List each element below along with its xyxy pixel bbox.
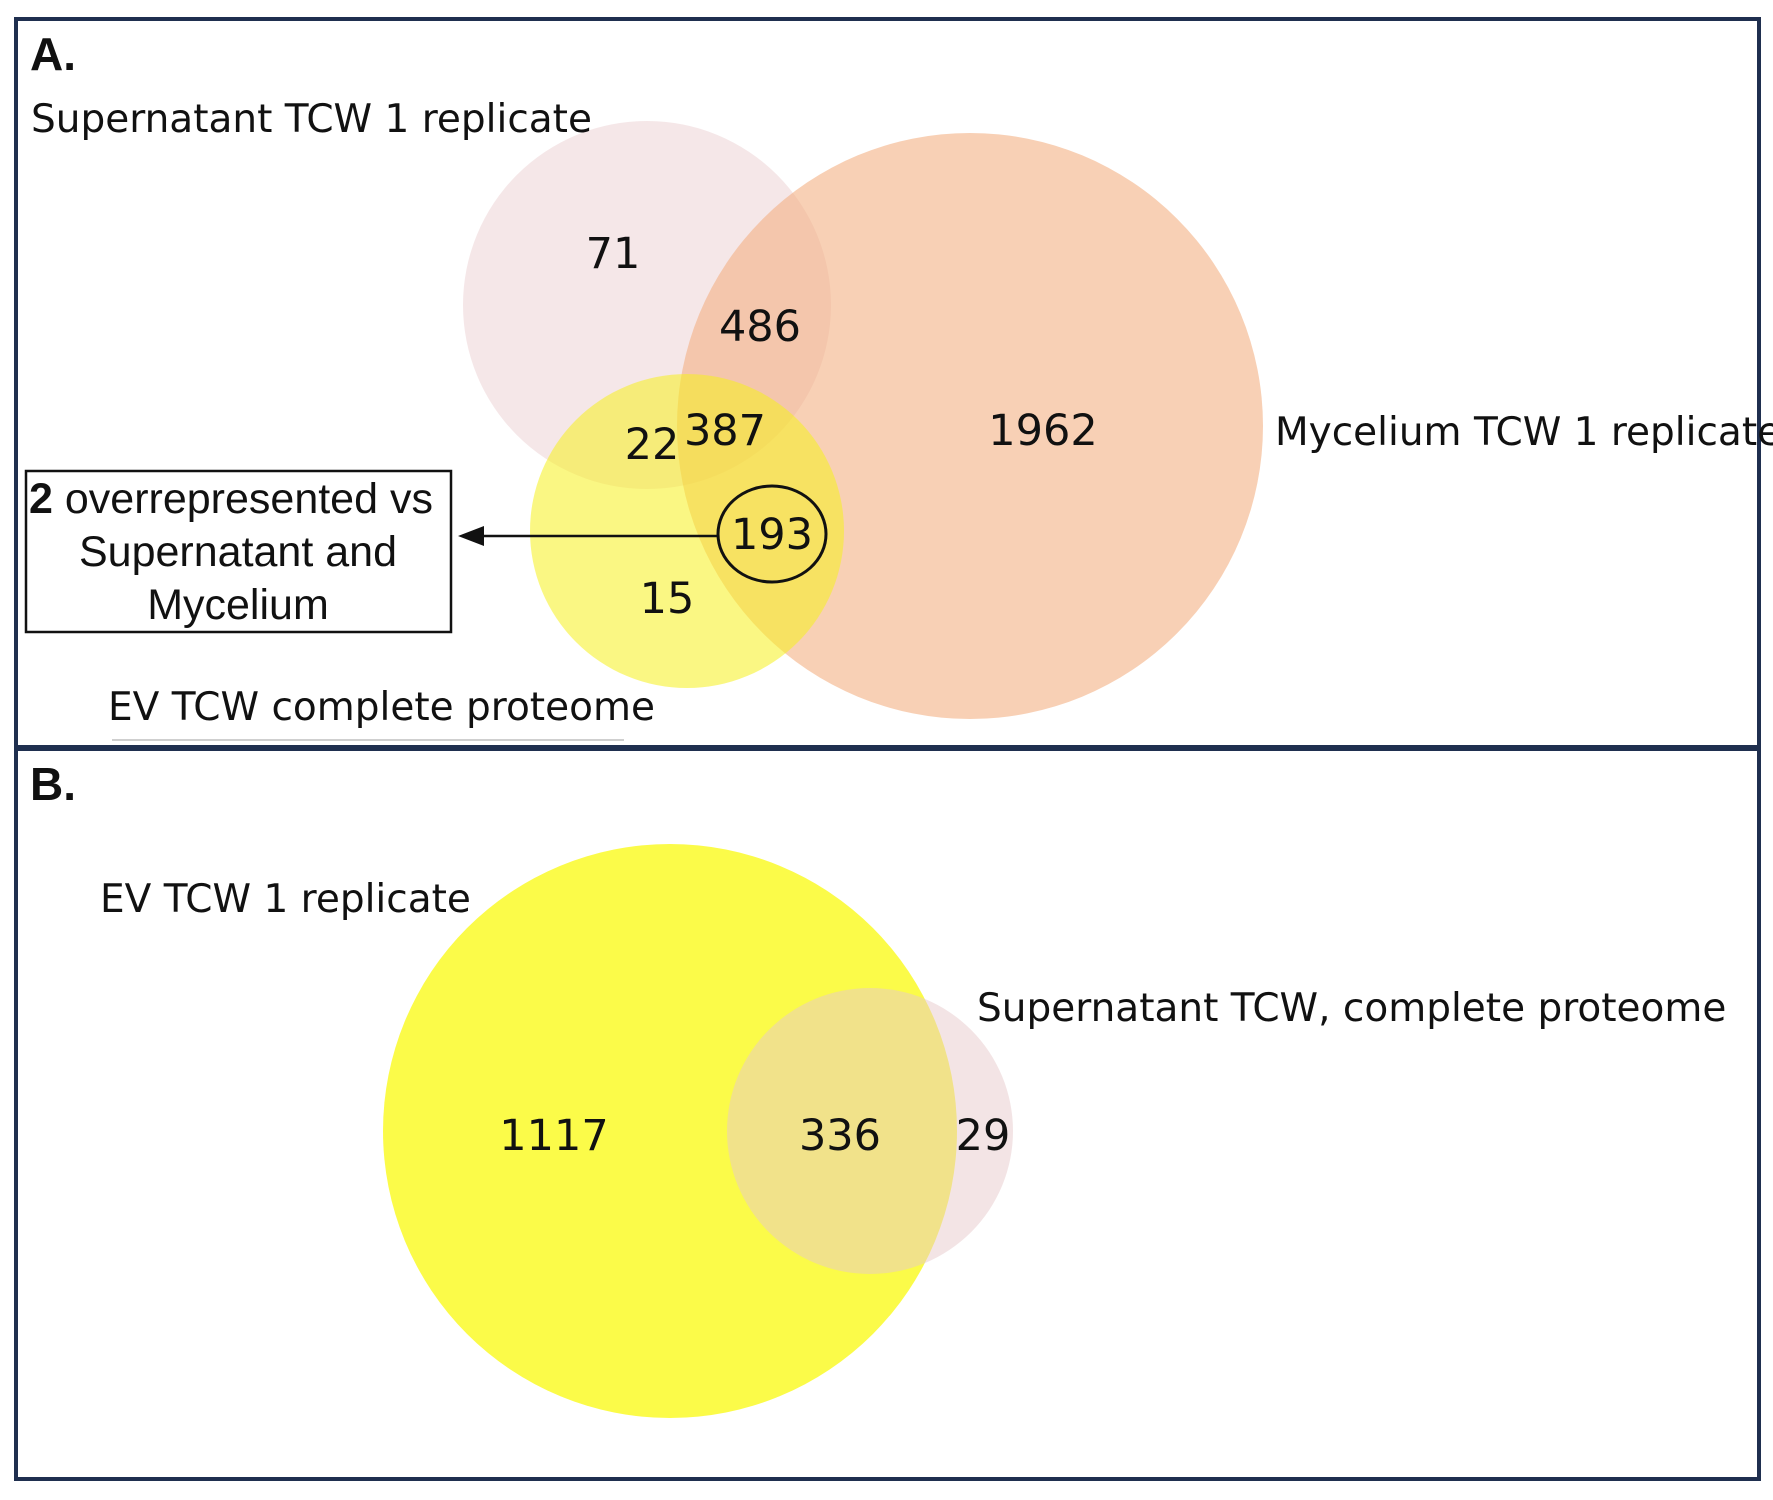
region-supernatant-mycelium: 486 [719,302,801,352]
region-overlap-b: 336 [799,1111,881,1161]
region-ev-mycelium: 193 [731,510,813,560]
supernatant-set-label-b: Supernatant TCW, complete proteome [977,986,1726,1031]
note-line-1-text: overrepresented vs [53,475,433,523]
ev-circle-b [383,844,957,1418]
region-ev-only-b: 1117 [499,1111,608,1161]
supernatant-circle-b [727,988,1013,1274]
ev-set-label-b: EV TCW 1 replicate [100,877,471,922]
highlight-ellipse [716,484,828,584]
note-line-2: Supernatant and [79,528,397,576]
region-supernatant-only-b: 29 [956,1111,1011,1161]
supernatant-set-label-a: Supernatant TCW 1 replicate [31,97,592,142]
panel-b-frame [14,747,1761,1481]
mycelium-set-label: Mycelium TCW 1 replicate [1275,410,1773,455]
note-line-3: Mycelium [147,581,329,629]
panel-a-label: A. [30,28,76,80]
note-box [24,469,453,634]
panel-b-label: B. [30,758,76,810]
note-count: 2 [29,475,53,523]
region-supernatant-only: 71 [586,229,641,279]
ev-circle-a [530,374,844,688]
region-supernatant-ev: 22 [625,420,680,470]
region-ev-only: 15 [640,574,695,624]
note-line-1: 2 overrepresented vs [29,475,433,523]
ev-set-label-a: EV TCW complete proteome [108,685,655,730]
region-all-three: 387 [684,406,766,456]
region-mycelium-only: 1962 [988,406,1097,456]
arrow-head [458,526,484,546]
